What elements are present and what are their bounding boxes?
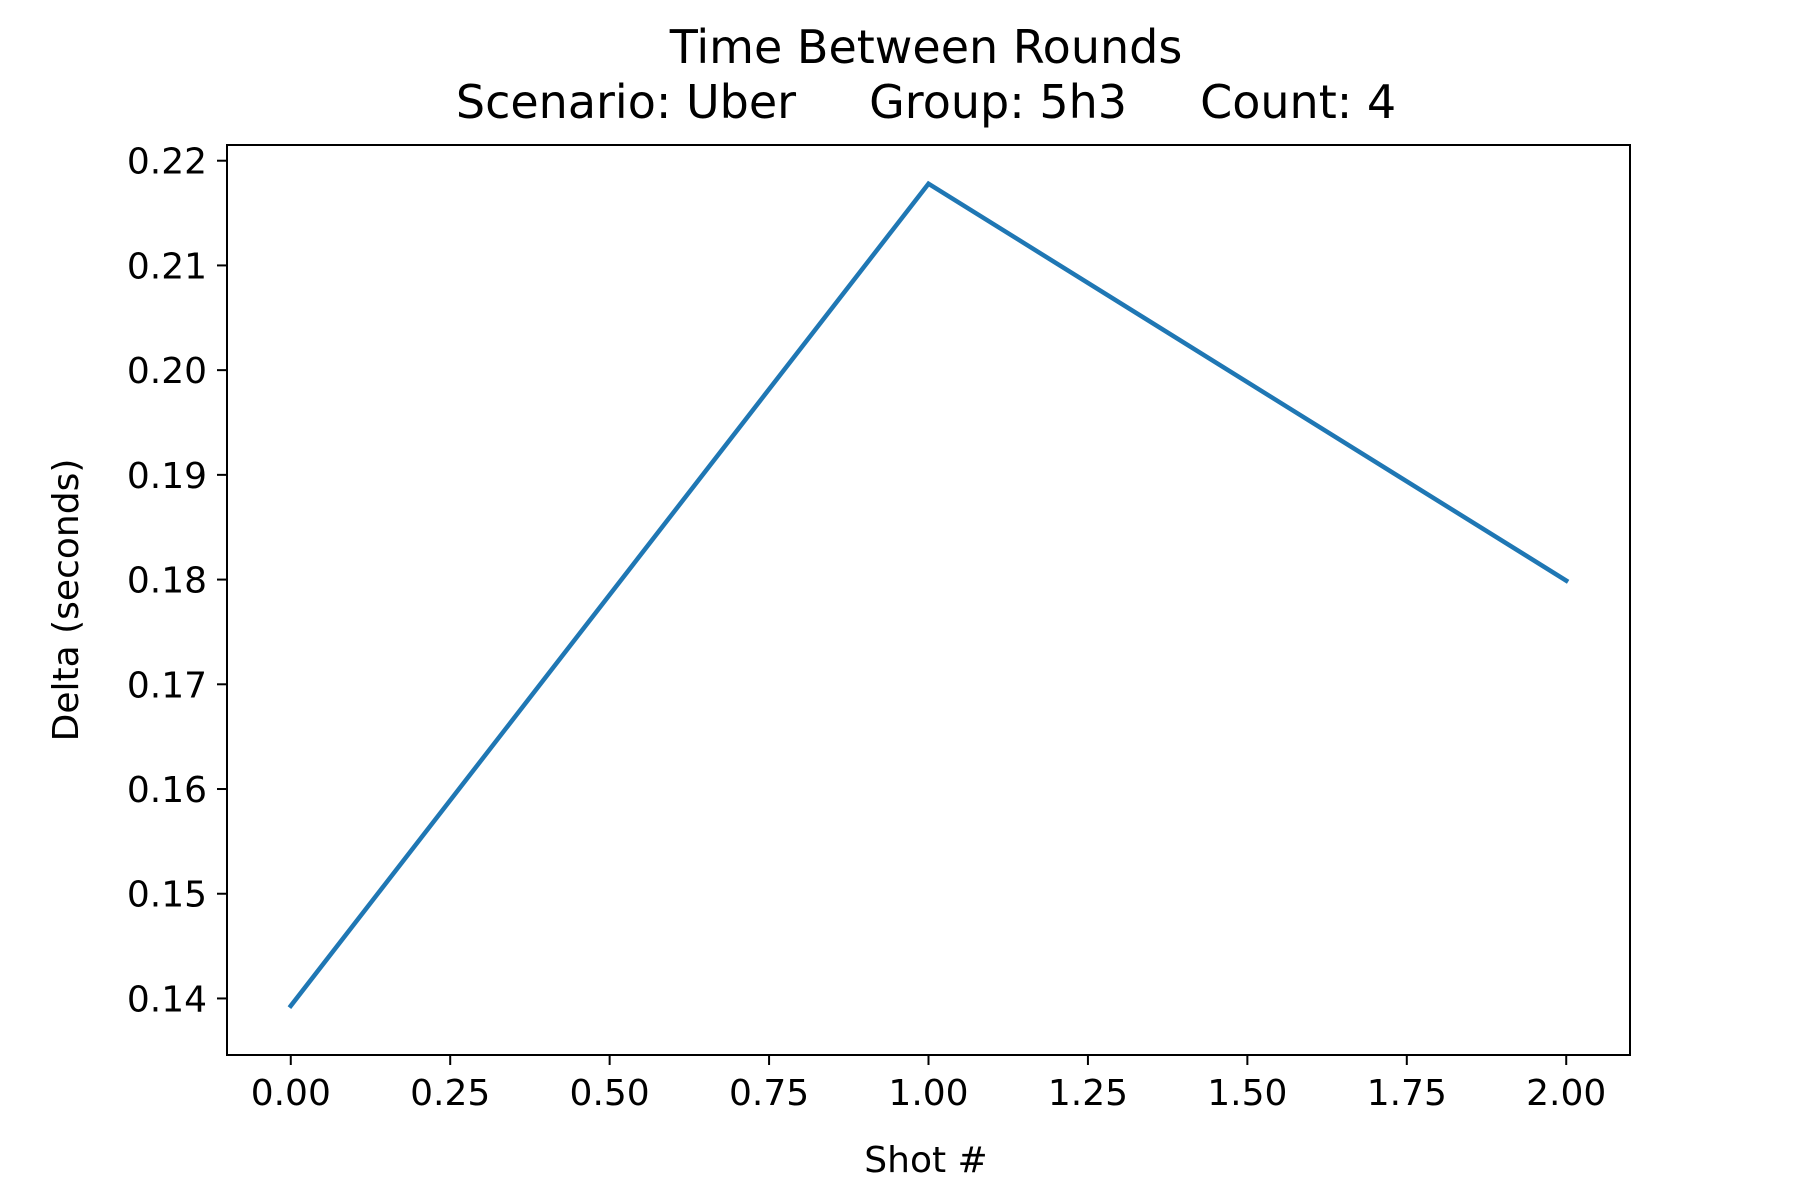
x-tick-label: 2.00 — [1526, 1073, 1606, 1114]
y-tick-label: 0.18 — [127, 561, 207, 602]
y-tick-label: 0.22 — [127, 142, 207, 183]
y-axis-ticks: 0.14 0.15 0.16 0.17 0.18 0.19 0.20 0.21 0.22 — [127, 142, 227, 1020]
chart-title: Time Between Rounds — [669, 20, 1183, 74]
chart-subtitle: Scenario: Uber Group: 5h3 Count: 4 — [456, 75, 1396, 129]
x-axis-ticks: 0.00 0.25 0.50 0.75 1.00 1.25 1.50 1.75 2.00 — [251, 1055, 1606, 1114]
y-tick-label: 0.20 — [127, 351, 207, 392]
y-tick-label: 0.19 — [127, 456, 207, 497]
y-axis-label: Delta (seconds) — [46, 459, 87, 742]
x-axis-label: Shot # — [864, 1140, 987, 1181]
x-tick-label: 0.25 — [410, 1073, 490, 1114]
y-tick-label: 0.14 — [127, 979, 207, 1020]
y-tick-label: 0.17 — [127, 665, 207, 706]
x-tick-label: 1.00 — [888, 1073, 968, 1114]
y-tick-label: 0.16 — [127, 770, 207, 811]
series-line-0 — [287, 180, 1570, 1009]
x-tick-label: 1.25 — [1048, 1073, 1128, 1114]
x-tick-label: 0.75 — [729, 1073, 809, 1114]
x-tick-label: 1.75 — [1367, 1073, 1447, 1114]
plot-area — [226, 144, 1631, 1056]
chart-title-group: Time Between Rounds Scenario: Uber Group… — [456, 20, 1396, 129]
plot-frame — [226, 144, 1631, 1056]
x-tick-label: 0.50 — [570, 1073, 650, 1114]
y-tick-label: 0.15 — [127, 875, 207, 916]
x-tick-label: 0.00 — [251, 1073, 331, 1114]
y-tick-label: 0.21 — [127, 246, 207, 287]
x-tick-label: 1.50 — [1207, 1073, 1287, 1114]
